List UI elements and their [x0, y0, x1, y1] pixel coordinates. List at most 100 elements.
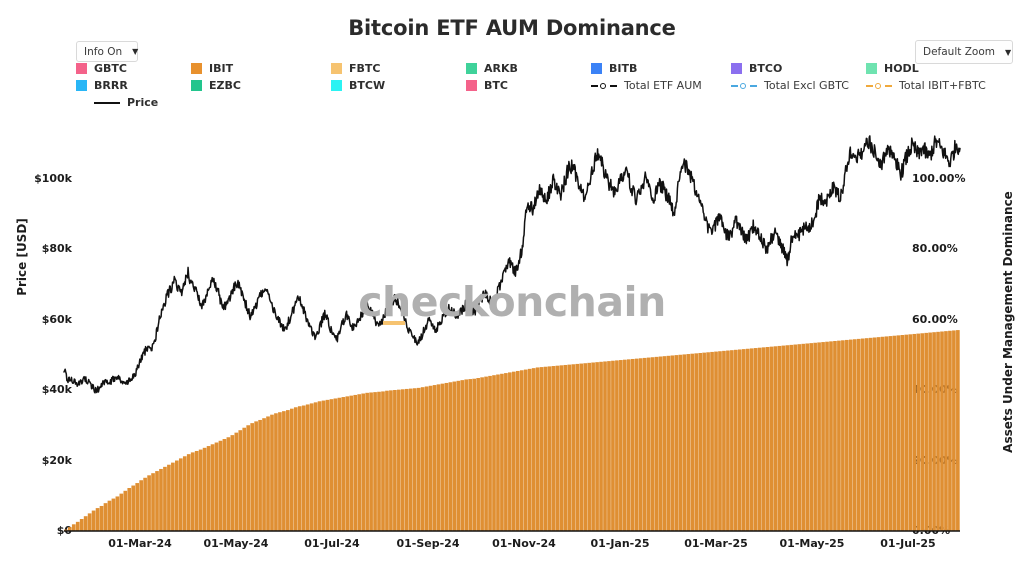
- dominance-bar: [745, 348, 750, 531]
- dominance-bar: [309, 403, 314, 531]
- legend-item-ibit[interactable]: IBIT: [191, 62, 233, 75]
- dominance-bar: [928, 332, 932, 531]
- dominance-bar: [127, 488, 132, 531]
- dominance-bar: [880, 336, 885, 531]
- dominance-bar: [698, 352, 702, 531]
- dominance-bar: [749, 348, 754, 531]
- dominance-bar: [833, 341, 837, 531]
- dominance-bar: [448, 382, 453, 531]
- dominance-bar: [289, 408, 294, 531]
- dominance-bar: [670, 355, 675, 531]
- dominance-bar: [710, 351, 714, 531]
- dominance-bar: [777, 345, 782, 531]
- legend-item-btc[interactable]: BTC: [466, 79, 508, 92]
- dominance-bar: [71, 524, 76, 531]
- legend-item-fbtc[interactable]: FBTC: [331, 62, 380, 75]
- dominance-bar: [103, 503, 108, 531]
- dominance-bar: [718, 351, 722, 531]
- dominance-bar: [432, 385, 437, 531]
- dominance-bar: [317, 401, 322, 531]
- legend-label: IBIT: [209, 62, 234, 75]
- zoom-dropdown[interactable]: Default Zoom ▼: [915, 40, 1013, 64]
- legend-item-ezbc[interactable]: EZBC: [191, 79, 241, 92]
- dominance-bar: [527, 368, 532, 531]
- legend-item-price[interactable]: Price: [94, 96, 158, 109]
- dominance-bar: [381, 391, 385, 531]
- legend-swatch: [466, 63, 477, 74]
- dominance-bar: [115, 496, 120, 531]
- dominance-bar: [650, 357, 655, 531]
- legend-item-arkb[interactable]: ARKB: [466, 62, 518, 75]
- legend-item-btcw[interactable]: BTCW: [331, 79, 385, 92]
- dominance-bar: [944, 331, 948, 531]
- legend-label: BTC: [484, 79, 508, 92]
- dominance-bar: [167, 464, 171, 531]
- dominance-bar: [737, 349, 742, 531]
- legend-item-hodl[interactable]: HODL: [866, 62, 919, 75]
- dominance-bar: [500, 373, 504, 531]
- dominance-bar: [642, 357, 647, 531]
- dominance-bar: [412, 388, 417, 531]
- dominance-bar: [460, 380, 465, 531]
- dominance-bar: [464, 379, 469, 531]
- dominance-bar: [286, 410, 290, 531]
- dominance-bar: [825, 341, 829, 531]
- legend-item-gbtc[interactable]: GBTC: [76, 62, 127, 75]
- legend-swatch: [331, 80, 342, 91]
- legend-label: BRRR: [94, 79, 128, 92]
- legend-label: BITB: [609, 62, 638, 75]
- legend-row: GBTC IBIT FBTC ARKB BITB BTCO HODL: [76, 62, 956, 79]
- x-axis-tick: 01-Nov-24: [492, 537, 556, 550]
- x-axis-tick: 01-Mar-25: [684, 537, 748, 550]
- info-dropdown-label: Info On: [84, 45, 123, 58]
- legend-swatch: [866, 63, 877, 74]
- page-title: Bitcoin ETF AUM Dominance: [348, 16, 676, 40]
- dominance-bar: [250, 423, 254, 531]
- dominance-bar: [583, 363, 588, 531]
- dominance-bar: [214, 442, 219, 531]
- legend-swatch: [191, 63, 202, 74]
- legend-label: ARKB: [484, 62, 518, 75]
- dominance-bar: [801, 343, 806, 531]
- dominance-bar: [626, 359, 631, 531]
- legend-item-total-etf-aum[interactable]: Total ETF AUM: [591, 79, 702, 92]
- dominance-bar: [297, 406, 302, 531]
- ibit-dominance-bars: [64, 330, 960, 532]
- legend-label: BTCW: [349, 79, 386, 92]
- dominance-bar: [341, 397, 346, 531]
- dominance-bar: [674, 355, 679, 531]
- legend-item-bitb[interactable]: BITB: [591, 62, 637, 75]
- dominance-bar: [274, 413, 278, 531]
- legend-item-total-excl-gbtc[interactable]: Total Excl GBTC: [731, 79, 849, 92]
- dominance-bar: [785, 345, 790, 531]
- dominance-bar: [888, 336, 893, 531]
- dominance-bar: [817, 342, 821, 531]
- dominance-bar: [468, 379, 473, 531]
- dominance-bar: [864, 338, 869, 531]
- legend-item-brrr[interactable]: BRRR: [76, 79, 128, 92]
- legend-row: BRRR EZBC BTCW BTC Total ETF AUM Total Excl G…: [76, 79, 986, 96]
- dominance-bar: [837, 340, 841, 531]
- dominance-bar: [329, 399, 334, 531]
- dominance-bar: [373, 392, 377, 531]
- legend-label: GBTC: [94, 62, 127, 75]
- dominance-bar: [753, 348, 758, 531]
- dominance-bar: [420, 387, 425, 531]
- dominance-bar: [571, 364, 576, 531]
- dominance-bar: [892, 335, 897, 531]
- dominance-bar: [658, 356, 663, 531]
- dominance-bar: [230, 435, 235, 531]
- chart-legend: GBTC IBIT FBTC ARKB BITB BTCO HODL BRRR EZBC BTCW…: [76, 62, 986, 113]
- legend-item-total-ibit-fbtc[interactable]: Total IBIT+FBTC: [866, 79, 986, 92]
- dominance-bar: [741, 349, 746, 531]
- legend-item-btco[interactable]: BTCO: [731, 62, 782, 75]
- legend-swatch: [76, 80, 87, 91]
- info-dropdown[interactable]: Info On ▼: [76, 41, 138, 62]
- x-axis-tick: 01-May-24: [203, 537, 269, 550]
- dominance-bar: [175, 460, 179, 531]
- dominance-bar: [932, 332, 936, 531]
- legend-swatch: [76, 63, 87, 74]
- dominance-bar: [385, 390, 389, 531]
- dominance-bar: [912, 333, 917, 531]
- dominance-bar: [182, 456, 187, 531]
